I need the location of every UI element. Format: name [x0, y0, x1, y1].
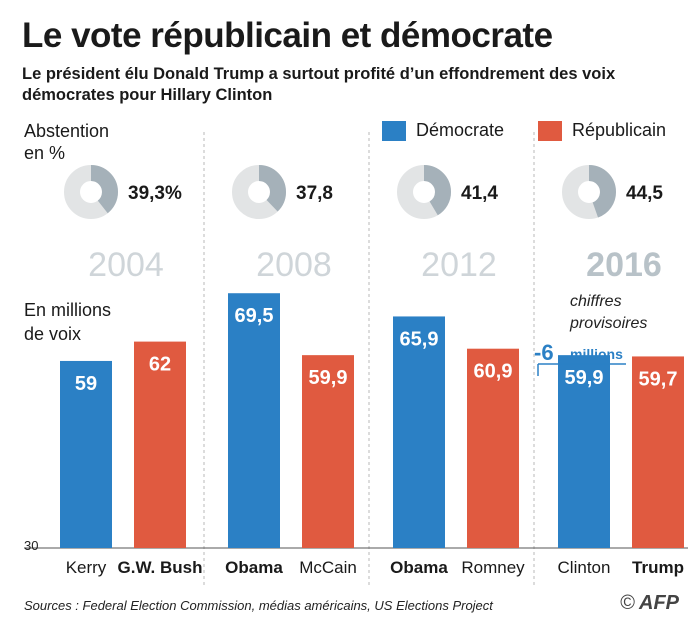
abstention-donut-arc [397, 165, 451, 219]
candidate-name: Kerry [66, 558, 107, 577]
abstention-value: 37,8 [296, 183, 333, 204]
candidate-name: Obama [225, 558, 283, 577]
legend-republican-swatch [538, 120, 562, 141]
afp-credit: © AFP [620, 592, 679, 615]
vote-chart: 30 39,3% 2004 59 Kerry 62 G.W. Bush 37,8 2008 69,… [24, 132, 688, 588]
votes-axis-label: En millions de voix [24, 300, 112, 344]
bar-value-label: 59,7 [639, 368, 678, 390]
abstention-label: Abstention en % [24, 121, 110, 163]
baseline-tick-label: 30 [24, 538, 38, 553]
candidate-name: G.W. Bush [118, 558, 203, 577]
drop-value: -6 [534, 340, 554, 365]
source-note: Sources : Federal Election Commission, m… [24, 598, 493, 613]
candidate-name: Romney [461, 558, 525, 577]
bar-value-label: 69,5 [235, 305, 274, 327]
legend-republican: Républicain [538, 120, 666, 141]
bar-value-label: 59 [75, 373, 97, 395]
provisional-note: provisoires [569, 315, 647, 332]
abstention-donut-arc [232, 165, 286, 219]
abstention-value: 41,4 [461, 183, 498, 204]
year-label: 2016 [586, 246, 662, 284]
bar-value-label: 62 [149, 354, 171, 376]
year-label: 2012 [421, 246, 497, 284]
page-title: Le vote républicain et démocrate [22, 16, 553, 55]
candidate-name: Trump [632, 558, 684, 577]
legend-democrat: Démocrate [382, 120, 504, 141]
afp-logo-text: AFP [639, 592, 679, 614]
drop-bracket [537, 363, 626, 376]
bar-dem [228, 293, 280, 548]
abstention-donut-arc [562, 165, 616, 219]
bar-value-label: 59,9 [565, 367, 604, 389]
abstention-value: 44,5 [626, 183, 663, 204]
bar-dem [393, 316, 445, 548]
candidate-name: McCain [299, 558, 357, 577]
candidate-name: Clinton [558, 558, 611, 577]
provisional-note: chiffres [570, 293, 622, 310]
bar-rep [632, 356, 684, 548]
bar-value-label: 59,9 [309, 367, 348, 389]
copyright-icon: © [620, 592, 635, 614]
abstention-value: 39,3% [128, 183, 182, 204]
drop-unit: millions [570, 346, 623, 362]
bar-dem [558, 355, 610, 548]
candidate-name: Obama [390, 558, 448, 577]
year-label: 2004 [88, 246, 164, 284]
year-label: 2008 [256, 246, 332, 284]
abstention-donut-arc [64, 165, 118, 219]
bar-value-label: 65,9 [400, 328, 439, 350]
bar-rep [467, 348, 519, 548]
legend-republican-label: Républicain [572, 120, 667, 140]
bar-dem [60, 360, 112, 548]
legend-democrat-label: Démocrate [416, 120, 505, 140]
legend-democrat-swatch [382, 120, 406, 141]
bar-rep [302, 355, 354, 548]
page-subtitle: Le président élu Donald Trump a surtout … [22, 65, 616, 104]
bar-value-label: 60,9 [474, 361, 513, 383]
bar-rep [134, 341, 186, 548]
